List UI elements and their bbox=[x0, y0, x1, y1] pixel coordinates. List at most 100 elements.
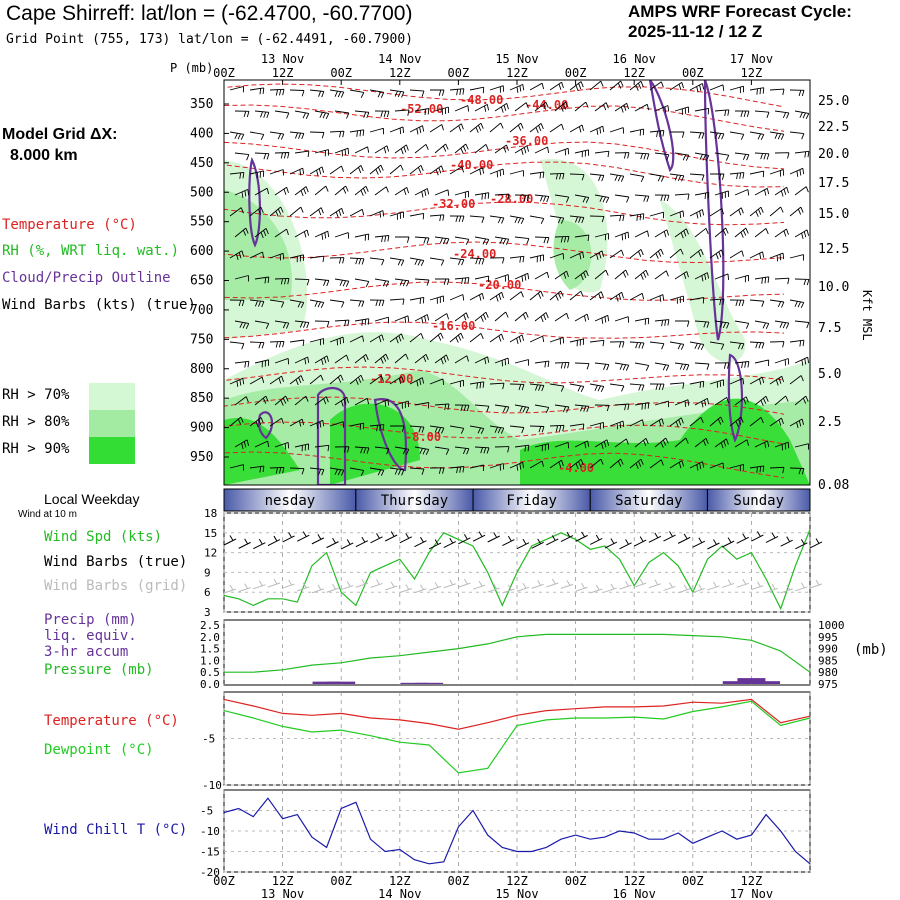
pressure-unit: (mb) bbox=[854, 642, 888, 658]
wind-barb bbox=[649, 341, 665, 350]
wind-barb bbox=[794, 320, 810, 329]
wind-barb bbox=[229, 250, 245, 261]
wind-barb bbox=[494, 357, 510, 367]
wind-barb bbox=[649, 383, 665, 391]
wind-barb bbox=[514, 145, 530, 156]
wind-barb bbox=[569, 173, 585, 181]
grid-wind-barb bbox=[751, 581, 764, 591]
wind-barb bbox=[394, 187, 410, 196]
wind-barb bbox=[309, 299, 325, 308]
wind-barb bbox=[574, 194, 590, 203]
wind-barb bbox=[414, 108, 430, 116]
wind-barb bbox=[629, 341, 645, 349]
wind-barb bbox=[794, 229, 810, 240]
wind-barb bbox=[489, 463, 505, 471]
bottom-time-tick-label: 00Z bbox=[213, 874, 235, 888]
wind-barb bbox=[289, 254, 305, 263]
wind-barb bbox=[394, 353, 409, 364]
wind-barb bbox=[469, 167, 485, 176]
bottom-date-tick-label: 17 Nov bbox=[730, 887, 773, 900]
wind-barb bbox=[254, 440, 270, 448]
wind-barb bbox=[549, 215, 565, 224]
wind-barb bbox=[389, 376, 404, 385]
wind-barb bbox=[289, 339, 305, 347]
wind-barb bbox=[789, 299, 805, 308]
wind-barb bbox=[394, 400, 409, 409]
wind-barb bbox=[474, 356, 490, 365]
wind-barb bbox=[474, 404, 490, 412]
isotherm-line bbox=[224, 241, 785, 264]
wind-barb bbox=[614, 438, 629, 448]
wind-barb bbox=[529, 425, 545, 433]
wind-barb bbox=[574, 404, 590, 413]
wind-barb bbox=[494, 103, 509, 113]
wind-barb bbox=[329, 165, 344, 175]
wind-barb bbox=[589, 291, 604, 301]
wind-barb bbox=[454, 105, 470, 112]
wind-barb bbox=[329, 299, 345, 308]
wind-barb bbox=[369, 257, 385, 266]
wind-barb bbox=[774, 358, 790, 366]
wind-barb bbox=[354, 354, 369, 364]
weekday-label: Friday bbox=[506, 493, 557, 509]
wind-chill-tick-label: -5 bbox=[200, 805, 213, 818]
wind-barb bbox=[434, 236, 450, 245]
wind-barb bbox=[694, 227, 709, 238]
surface-wind-barb bbox=[575, 531, 588, 542]
wind-barb bbox=[389, 333, 404, 344]
wind-barb bbox=[394, 144, 409, 155]
wind-barb bbox=[249, 131, 265, 140]
grid-wind-barb bbox=[736, 579, 749, 588]
wind-barb bbox=[634, 402, 650, 410]
wind-barb bbox=[389, 298, 405, 305]
wind-barb bbox=[409, 425, 425, 433]
precip-tick-label: 1.5 bbox=[200, 643, 220, 656]
wind-barb bbox=[334, 110, 350, 119]
wind-barb bbox=[314, 185, 329, 196]
wind-barb bbox=[234, 188, 250, 198]
grid-wind-barb bbox=[472, 580, 486, 590]
isotherm-label: -16.00 bbox=[432, 319, 475, 333]
cloud-outline bbox=[727, 353, 743, 443]
wind-barb bbox=[549, 123, 564, 133]
wind-barb bbox=[269, 340, 285, 348]
wind-barb bbox=[634, 269, 649, 280]
pressure-tick-label: 995 bbox=[818, 631, 838, 644]
wind-barb bbox=[489, 215, 505, 224]
wind-barb bbox=[654, 152, 670, 161]
height-tick-label: 12.5 bbox=[818, 242, 849, 257]
wind-barb bbox=[734, 274, 749, 283]
wind-barb bbox=[674, 152, 690, 161]
wind-speed-tick-label: 18 bbox=[204, 507, 217, 520]
page-title: Cape Shirreff: lat/lon = (-62.4700, -60.… bbox=[6, 2, 413, 25]
wind-barb bbox=[554, 101, 569, 112]
wind-barb bbox=[354, 446, 370, 454]
surface-wind-barb bbox=[751, 531, 764, 542]
wind-barb bbox=[609, 458, 624, 469]
wind-barb bbox=[494, 193, 510, 201]
wind-barb bbox=[309, 255, 325, 263]
wind-barb bbox=[769, 417, 784, 427]
pressure-tick-label: 400 bbox=[190, 126, 213, 141]
wind-barb bbox=[754, 276, 770, 284]
legend-rh: RH (%, WRT liq. wat.) bbox=[2, 243, 180, 259]
wind-barb bbox=[414, 143, 429, 154]
wind-barb bbox=[454, 143, 469, 154]
wind-barb bbox=[629, 383, 645, 391]
wind-barb bbox=[649, 248, 664, 259]
surface-wind-barb bbox=[267, 535, 281, 547]
precip-bar bbox=[400, 682, 429, 684]
wind-barb bbox=[694, 362, 710, 370]
wind-barb bbox=[349, 257, 365, 265]
wind-barb bbox=[254, 187, 270, 196]
wind-barb bbox=[469, 381, 485, 389]
wind-barb bbox=[514, 404, 530, 413]
grid-wind-barb bbox=[502, 584, 515, 594]
wind-barb bbox=[474, 236, 490, 245]
rh90-swatch bbox=[89, 437, 135, 464]
wind-barb bbox=[414, 402, 430, 409]
wind-barb bbox=[529, 123, 544, 134]
wind-barb bbox=[229, 416, 244, 427]
wind-barb bbox=[254, 395, 269, 406]
wind-barb bbox=[709, 249, 724, 260]
